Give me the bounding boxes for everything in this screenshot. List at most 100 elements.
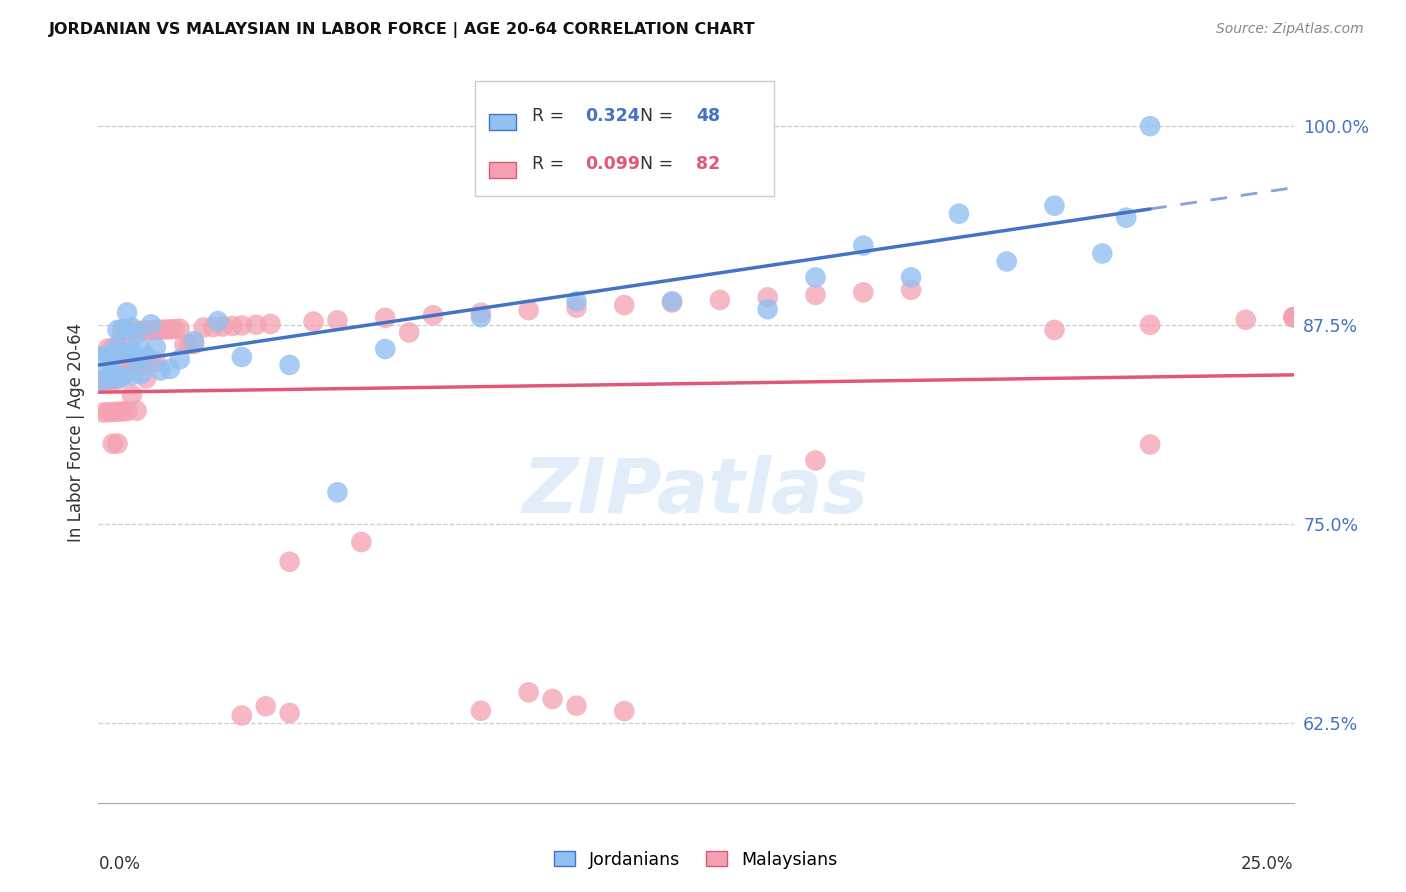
Text: 0.099: 0.099: [585, 155, 640, 173]
Point: [470, 306, 492, 320]
Point: [245, 318, 267, 332]
Point: [613, 298, 636, 312]
Text: 0.0%: 0.0%: [98, 855, 141, 872]
Point: [135, 350, 157, 364]
Point: [111, 325, 134, 339]
Point: [259, 317, 281, 331]
Point: [139, 355, 162, 369]
Point: [125, 351, 148, 366]
Text: 0.324: 0.324: [585, 107, 640, 125]
Point: [139, 323, 162, 337]
Point: [173, 337, 195, 351]
Point: [422, 308, 444, 322]
Point: [125, 324, 148, 338]
Point: [565, 698, 588, 713]
Point: [145, 341, 167, 355]
Point: [852, 238, 875, 252]
Point: [115, 305, 138, 319]
Point: [183, 334, 205, 348]
Point: [756, 302, 779, 317]
Point: [207, 314, 229, 328]
Point: [97, 373, 120, 387]
Point: [613, 704, 636, 718]
Point: [517, 303, 540, 318]
Point: [202, 320, 225, 334]
Point: [1282, 310, 1305, 325]
Point: [541, 692, 564, 706]
Point: [107, 373, 129, 387]
Point: [101, 437, 124, 451]
Point: [804, 453, 827, 467]
Text: 48: 48: [696, 107, 720, 125]
Point: [193, 320, 215, 334]
Legend: Jordanians, Malaysians: Jordanians, Malaysians: [547, 844, 845, 876]
Point: [107, 323, 129, 337]
Point: [1139, 119, 1161, 133]
Point: [111, 357, 134, 371]
Text: R =: R =: [533, 155, 569, 173]
Point: [115, 404, 138, 418]
Point: [155, 322, 177, 336]
Point: [1139, 437, 1161, 451]
Point: [131, 356, 153, 370]
Text: N =: N =: [640, 155, 673, 173]
FancyBboxPatch shape: [475, 81, 773, 195]
Point: [111, 404, 134, 418]
Point: [1139, 318, 1161, 332]
Point: [948, 207, 970, 221]
Point: [91, 374, 114, 388]
Point: [107, 436, 129, 450]
Point: [278, 706, 301, 720]
Point: [350, 535, 373, 549]
Point: [101, 371, 124, 385]
Point: [91, 374, 114, 388]
Point: [97, 348, 120, 362]
Point: [107, 405, 129, 419]
Point: [517, 685, 540, 699]
Point: [145, 323, 167, 337]
Text: ZIPatlas: ZIPatlas: [523, 455, 869, 529]
Point: [179, 337, 201, 351]
Y-axis label: In Labor Force | Age 20-64: In Labor Force | Age 20-64: [66, 323, 84, 542]
Point: [756, 290, 779, 304]
Point: [231, 708, 253, 723]
Point: [91, 405, 114, 419]
Point: [101, 363, 124, 377]
Point: [135, 371, 157, 385]
Point: [107, 341, 129, 355]
Point: [101, 348, 124, 362]
Bar: [489, 161, 516, 178]
Point: [211, 319, 233, 334]
Point: [221, 318, 243, 333]
Point: [159, 362, 181, 376]
Point: [91, 349, 114, 363]
Point: [804, 288, 827, 302]
Point: [709, 293, 731, 307]
Point: [101, 341, 124, 355]
Point: [565, 301, 588, 315]
Point: [995, 254, 1018, 268]
Point: [374, 310, 396, 325]
Point: [97, 364, 120, 378]
Point: [121, 320, 143, 334]
Point: [131, 367, 153, 381]
Point: [1282, 310, 1305, 325]
Point: [231, 318, 253, 333]
Point: [111, 370, 134, 384]
Point: [254, 699, 277, 714]
Point: [565, 294, 588, 309]
Point: [101, 373, 124, 387]
Point: [121, 368, 143, 383]
Point: [111, 322, 134, 336]
Point: [470, 704, 492, 718]
Point: [231, 350, 253, 364]
Point: [97, 405, 120, 419]
Point: [139, 318, 162, 332]
Point: [149, 323, 172, 337]
Point: [159, 322, 181, 336]
Point: [1234, 312, 1257, 326]
Point: [115, 356, 138, 370]
Point: [709, 143, 731, 157]
Point: [326, 313, 349, 327]
Point: [398, 326, 420, 340]
